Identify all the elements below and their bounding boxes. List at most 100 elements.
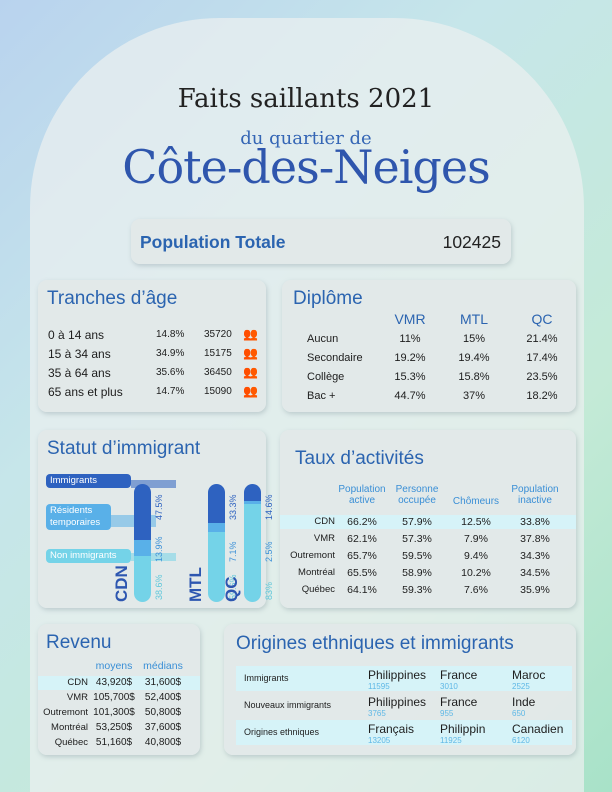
activite-cell: 65.5% [347, 567, 377, 579]
origine-name: France [440, 695, 478, 709]
diplome-row-label: Collège [307, 371, 345, 383]
origines-row-label: Nouveaux immigrants [244, 700, 332, 710]
revenu-cell: 105,700$ [93, 692, 135, 703]
diplome-cell: 37% [462, 390, 486, 402]
activite-row-label: Montréal [298, 567, 335, 578]
origine-count: 11925 [440, 736, 462, 745]
population-card: Population Totale 102425 [131, 219, 511, 264]
title-line2: du quartier de [240, 128, 372, 149]
non-immigrants-segment [134, 556, 151, 602]
origines-card: Origines ethniques et immigrants Immigra… [224, 624, 576, 755]
origine-name: Inde [512, 695, 536, 709]
activite-card: Taux d’activités Population active Person… [280, 430, 576, 608]
pct-non-immigrants: 83% [264, 581, 274, 600]
legend-connector [131, 553, 176, 561]
diplome-cell: 19.2% [394, 352, 426, 364]
activite-row-label: CDN [314, 516, 335, 527]
age-row-pct: 14.8% [156, 329, 185, 340]
immigrants-segment [134, 484, 151, 541]
legend-connector [131, 480, 176, 488]
diplome-row-label: Secondaire [307, 352, 363, 364]
origine-count: 6120 [512, 736, 530, 745]
origine-count: 3010 [440, 682, 458, 691]
non-immigrants-segment [244, 504, 261, 602]
pct-non-immigrants: 38.6% [154, 574, 164, 600]
age-row-pct: 35.6% [156, 367, 185, 378]
activite-row-label: Québec [301, 584, 335, 595]
diplome-cell: 11% [399, 333, 421, 345]
activite-cell: 66.2% [347, 516, 377, 528]
diplome-row-label: Aucun [307, 333, 339, 345]
origines-title: Origines ethniques et immigrants [236, 633, 514, 654]
activite-row-label: Outremont [290, 550, 335, 561]
age-row-count: 35720 [204, 329, 232, 340]
pct-immigrants: 47.5% [154, 494, 164, 520]
revenu-cell: 31,600$ [144, 677, 182, 688]
diplome-col-header: QC [531, 311, 553, 327]
age-row-label: 15 à 34 ans [48, 347, 111, 361]
revenu-cell: 53,250$ [95, 722, 133, 733]
origine-count: 13205 [368, 736, 391, 745]
activite-cell: 34.5% [520, 567, 550, 579]
revenu-col-header: moyens [95, 660, 133, 672]
revenu-row-label: Outremont [43, 707, 88, 718]
activite-cell: 64.1% [347, 584, 377, 596]
diplome-cell: 23.5% [526, 371, 558, 383]
origine-name: France [440, 668, 478, 682]
activite-row-label: VMR [313, 533, 335, 544]
activite-cell: 65.7% [347, 550, 377, 562]
origine-count: 650 [512, 709, 526, 718]
revenu-row-label: Québec [54, 737, 88, 748]
activite-title: Taux d’activités [295, 448, 424, 469]
age-row-count: 15175 [204, 348, 232, 359]
bar-name: CDN [112, 565, 131, 602]
revenu-row-label: CDN [67, 677, 88, 688]
diplome-cell: 15.3% [394, 371, 426, 383]
diplome-cell: 17.4% [526, 352, 558, 364]
temporaires-segment [134, 540, 151, 557]
activite-cell: 62.1% [347, 533, 377, 545]
row-highlight [38, 676, 200, 690]
row-highlight [236, 720, 572, 745]
statut-title: Statut d’immigrant [47, 438, 201, 459]
activite-cell: 57.3% [402, 533, 432, 545]
population-value: 102425 [442, 232, 501, 252]
activite-cell: 9.4% [464, 550, 488, 562]
revenu-title: Revenu [46, 632, 112, 653]
title-neighbourhood: Côte-des-Neiges [122, 140, 490, 194]
row-highlight [236, 666, 572, 691]
activite-cell: 7.9% [464, 533, 488, 545]
revenu-col-header: médians [143, 660, 183, 672]
diplome-cell: 44.7% [394, 390, 426, 402]
activite-col-header: Population active [338, 484, 386, 506]
legend-item: Résidents temporaires [46, 504, 111, 530]
origine-name: Français [368, 722, 415, 736]
revenu-row-label: VMR [66, 692, 88, 703]
age-row-count: 15090 [204, 386, 232, 397]
origine-name: Philippin [440, 722, 486, 736]
population-label: Population Totale [140, 232, 286, 252]
activite-cell: 35.9% [520, 584, 550, 596]
origines-row-label: Origines ethniques [244, 727, 320, 737]
activite-cell: 12.5% [461, 516, 491, 528]
immigrants-segment [208, 484, 225, 524]
diplome-card: Diplôme VMR MTL QC Aucun 11% 15% 21.4% Secondai… [282, 280, 576, 412]
stacked-bar-qc [244, 484, 261, 602]
immigrants-segment [244, 484, 261, 502]
stacked-bar-mtl [208, 484, 225, 602]
origine-count: 3765 [368, 709, 386, 718]
age-row-label: 35 à 64 ans [48, 366, 111, 380]
diplome-cell: 18.2% [526, 390, 558, 402]
activite-cell: 37.8% [520, 533, 550, 545]
revenu-cell: 52,400$ [144, 692, 182, 703]
temporaires-segment [244, 501, 261, 505]
legend-item: Immigrants [46, 474, 131, 488]
pct-temporaires: 7.1% [228, 541, 238, 562]
activite-cell: 59.5% [402, 550, 432, 562]
activite-cell: 34.3% [520, 550, 550, 562]
diplome-title: Diplôme [293, 288, 363, 309]
origine-count: 2525 [512, 682, 530, 691]
diplome-col-header: VMR [394, 311, 426, 327]
origine-name: Philippines [368, 668, 427, 682]
diplome-col-header: MTL [460, 311, 488, 327]
